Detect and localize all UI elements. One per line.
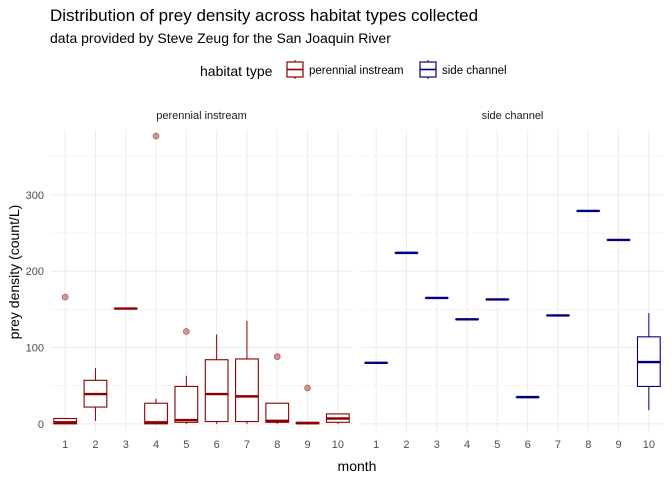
x-tick-label: 10 — [643, 439, 655, 451]
x-tick-label: 8 — [585, 439, 591, 451]
chart-subtitle: data provided by Steve Zeug for the San … — [50, 30, 391, 46]
x-tick-label: 8 — [274, 439, 280, 451]
x-tick-label: 4 — [153, 439, 159, 451]
facet-label: side channel — [482, 110, 544, 122]
chart-title: Distribution of prey density across habi… — [50, 6, 478, 25]
outlier-point — [152, 132, 160, 140]
outlier-point — [61, 293, 69, 301]
x-tick-label: 2 — [403, 439, 409, 451]
box-month-1 — [53, 293, 78, 425]
x-tick-label: 1 — [62, 439, 68, 451]
x-tick-label: 3 — [434, 439, 440, 451]
x-tick-label: 3 — [123, 439, 129, 451]
box-month-8 — [265, 353, 290, 424]
x-tick-label: 7 — [244, 439, 250, 451]
x-tick-label: 7 — [555, 439, 561, 451]
legend-entry-2: side channel — [419, 60, 507, 79]
outlier-point — [273, 353, 281, 361]
x-tick-label: 10 — [332, 439, 344, 451]
facet-label: perennial instream — [156, 110, 247, 122]
x-tick-label: 9 — [304, 439, 310, 451]
x-tick-label: 9 — [615, 439, 621, 451]
y-tick-label: 0 — [38, 419, 44, 431]
box-iqr — [235, 358, 259, 423]
box-month-6 — [204, 334, 229, 424]
legend-title: habitat type — [200, 63, 273, 79]
x-axis-title: month — [338, 458, 377, 474]
x-tick-label: 4 — [464, 439, 470, 451]
x-tick-label: 2 — [92, 439, 98, 451]
x-tick-label: 6 — [214, 439, 220, 451]
box-month-10 — [636, 313, 661, 411]
box-month-2 — [83, 368, 108, 421]
legend-label: side channel — [442, 65, 507, 77]
y-tick-label: 200 — [26, 266, 44, 278]
legend-entry-1: perennial instream — [286, 60, 404, 79]
box-month-7 — [235, 320, 259, 424]
gridlines — [361, 130, 664, 433]
x-tick-label: 6 — [525, 439, 531, 451]
box-month-10 — [325, 413, 350, 424]
panel-1: perennial instream 1 2 3 4 5 6 7 8 9 10 — [50, 110, 353, 451]
box-iqr — [265, 402, 290, 423]
panel-2: side channel 1 2 3 4 5 6 7 8 9 10 — [361, 110, 664, 451]
legend-label: perennial instream — [309, 65, 404, 77]
legend: habitat type perennial instream side chan… — [200, 60, 507, 79]
box-iqr — [204, 359, 229, 423]
y-axis-title: prey density (count/L) — [6, 205, 22, 340]
x-tick-label: 5 — [494, 439, 500, 451]
y-tick-label: 100 — [26, 343, 44, 355]
x-tick-label: 5 — [183, 439, 189, 451]
box-iqr — [144, 402, 168, 425]
box-month-5 — [174, 328, 199, 424]
outlier-point — [304, 384, 311, 392]
outlier-point — [182, 328, 190, 335]
box-month-4 — [144, 132, 168, 425]
box-month-9 — [295, 384, 320, 425]
x-tick-label: 1 — [373, 439, 379, 451]
box-iqr — [174, 385, 199, 423]
y-tick-label: 300 — [26, 190, 44, 202]
